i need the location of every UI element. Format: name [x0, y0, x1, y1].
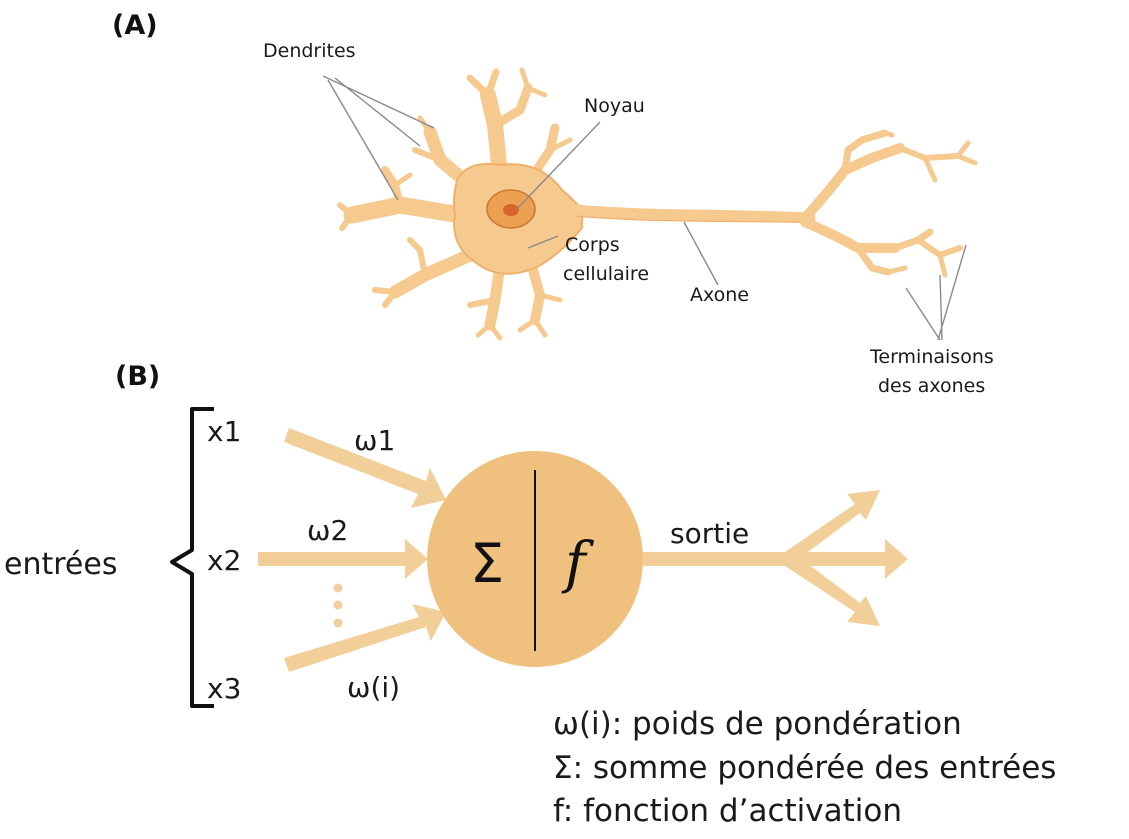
output-arrow-middle	[785, 539, 908, 579]
neuron-dendrites	[337, 67, 573, 341]
arrow-input-3	[284, 604, 446, 672]
output-label: sortie	[670, 517, 749, 550]
label-dendrites: Dendrites	[263, 40, 356, 62]
arrow-input-1	[284, 428, 446, 508]
ellipsis-dots	[333, 583, 343, 628]
inputs-label: entrées	[4, 547, 117, 582]
output-arrows	[643, 490, 908, 626]
arrow-input-2	[258, 539, 428, 579]
inputs-brace	[170, 407, 214, 708]
input-x2: x2	[207, 544, 241, 577]
axon	[569, 204, 816, 224]
weight-w2: ω2	[307, 514, 348, 547]
label-terminals-line2: des axones	[878, 375, 985, 397]
axon-outline	[574, 215, 811, 223]
label-axon: Axone	[690, 284, 749, 306]
axon-terminals	[800, 129, 978, 278]
label-nucleus: Noyau	[584, 95, 645, 117]
legend: ω(i): poids de pondération Σ: somme pond…	[553, 706, 1056, 829]
legend-sum: Σ: somme pondérée des entrées	[553, 750, 1056, 786]
leader-lines-a	[322, 75, 967, 341]
biological-neuron	[337, 67, 978, 341]
label-terminals-line1: Terminaisons	[869, 346, 994, 368]
output-arrow-fork	[643, 490, 880, 626]
nucleolus	[503, 204, 519, 216]
sum-symbol: Σ	[470, 532, 504, 595]
input-x3: x3	[207, 672, 241, 705]
panel-b-label: (B)	[115, 361, 160, 392]
input-arrows	[258, 428, 446, 672]
legend-activation: f: fonction d’activation	[553, 793, 902, 829]
weight-w1: ω1	[354, 424, 395, 457]
label-cell-body-line1: Corps	[565, 234, 620, 256]
legend-weights: ω(i): poids de pondération	[553, 706, 962, 742]
input-x1: x1	[207, 415, 241, 448]
label-cell-body-line2: cellulaire	[563, 263, 649, 285]
weight-wi: ω(i)	[347, 671, 400, 704]
panel-a-label: (A)	[112, 10, 158, 41]
